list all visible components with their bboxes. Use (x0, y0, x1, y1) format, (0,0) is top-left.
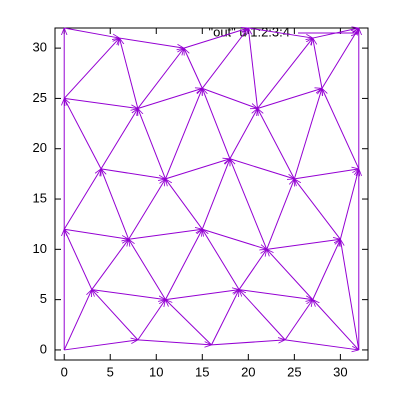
vector-arrow (119, 38, 139, 109)
vector-arrow (239, 290, 286, 341)
x-tick-label: 15 (195, 364, 209, 379)
vector-arrow (257, 88, 322, 109)
y-tick-label: 20 (33, 140, 47, 155)
vector-arrow (266, 239, 341, 250)
x-tick-label: 20 (241, 364, 255, 379)
vector-arrow (165, 159, 229, 180)
vector-arrow (201, 28, 248, 89)
vector-arrow (137, 48, 184, 109)
vector-arrow (339, 169, 358, 240)
vector-arrow (63, 169, 101, 230)
vector-arrow (313, 300, 360, 351)
vector-arrow (211, 340, 286, 346)
vector-arrow (266, 179, 295, 250)
vector-arrow (137, 300, 166, 341)
vector-arrow (128, 229, 203, 240)
vector-arrow (202, 87, 257, 108)
y-tick-label: 0 (40, 341, 47, 356)
vector-arrow (100, 108, 138, 170)
vector-arrow (340, 239, 360, 351)
vector-arrow (63, 290, 92, 351)
vector-arrow (119, 37, 183, 48)
vector-arrow (322, 88, 360, 170)
vector-arrow (183, 28, 248, 49)
vector-arrow (202, 228, 266, 249)
vector-arrow (64, 27, 119, 38)
vector-arrow (238, 249, 267, 290)
vector-arrow (313, 38, 323, 89)
vector-arrow (92, 290, 139, 341)
vector-arrow (64, 98, 102, 170)
vector-arrow (248, 28, 259, 109)
y-tick-label: 25 (33, 90, 47, 105)
vector-arrow (294, 169, 358, 180)
x-tick-label: 25 (287, 364, 301, 379)
vector-arrow (321, 28, 359, 89)
vector-arrow (64, 228, 128, 239)
y-tick-label: 10 (33, 241, 47, 256)
vector-arrow (138, 108, 166, 180)
vector-arrow (211, 290, 240, 346)
y-tick-label: 5 (40, 291, 47, 306)
vector-arrow (248, 27, 312, 38)
vector-arrow (239, 289, 313, 300)
x-tick-label: 0 (61, 364, 68, 379)
vector-arrow (229, 158, 294, 179)
vector-arrow (312, 28, 359, 39)
vector-arrow (64, 97, 138, 108)
vector-arrow (165, 290, 239, 301)
vector-arrow (293, 88, 322, 180)
vector-arrow (202, 88, 231, 159)
vector-arrow (267, 249, 314, 300)
vector-arrow (284, 300, 313, 341)
x-tick-label: 30 (333, 364, 347, 379)
vector-arrow (63, 38, 119, 99)
vector-arrow (91, 289, 166, 300)
vector-arrow (312, 239, 341, 300)
vector-arrow (201, 159, 230, 230)
vector-arrow (229, 108, 258, 160)
vector-arrow (165, 300, 212, 346)
x-tick-label: 10 (149, 364, 163, 379)
vector-arrow (129, 239, 166, 300)
vector-arrow (184, 48, 203, 89)
vector-arrow (128, 179, 166, 240)
vector-arrow (165, 229, 202, 300)
x-tick-label: 5 (107, 364, 114, 379)
y-tick-label: 30 (33, 40, 47, 55)
vector-arrow (100, 168, 165, 179)
vector-arrow (137, 88, 202, 109)
vector-arrow (257, 38, 313, 109)
vector-arrow (165, 88, 203, 180)
vector-arrow (202, 229, 240, 290)
y-tick-label: 15 (33, 190, 47, 205)
vector-arrow (137, 339, 212, 345)
vector-arrow (101, 169, 130, 240)
plot-frame (54, 27, 369, 361)
vector-arrow (258, 108, 295, 180)
vector-arrow (165, 179, 203, 230)
vector-arrow (64, 229, 93, 290)
vector-arrow (294, 179, 341, 240)
vector-arrow (229, 159, 268, 250)
vector-arrow (91, 239, 129, 290)
vector-arrow (285, 339, 359, 350)
vector-arrow (64, 340, 138, 351)
